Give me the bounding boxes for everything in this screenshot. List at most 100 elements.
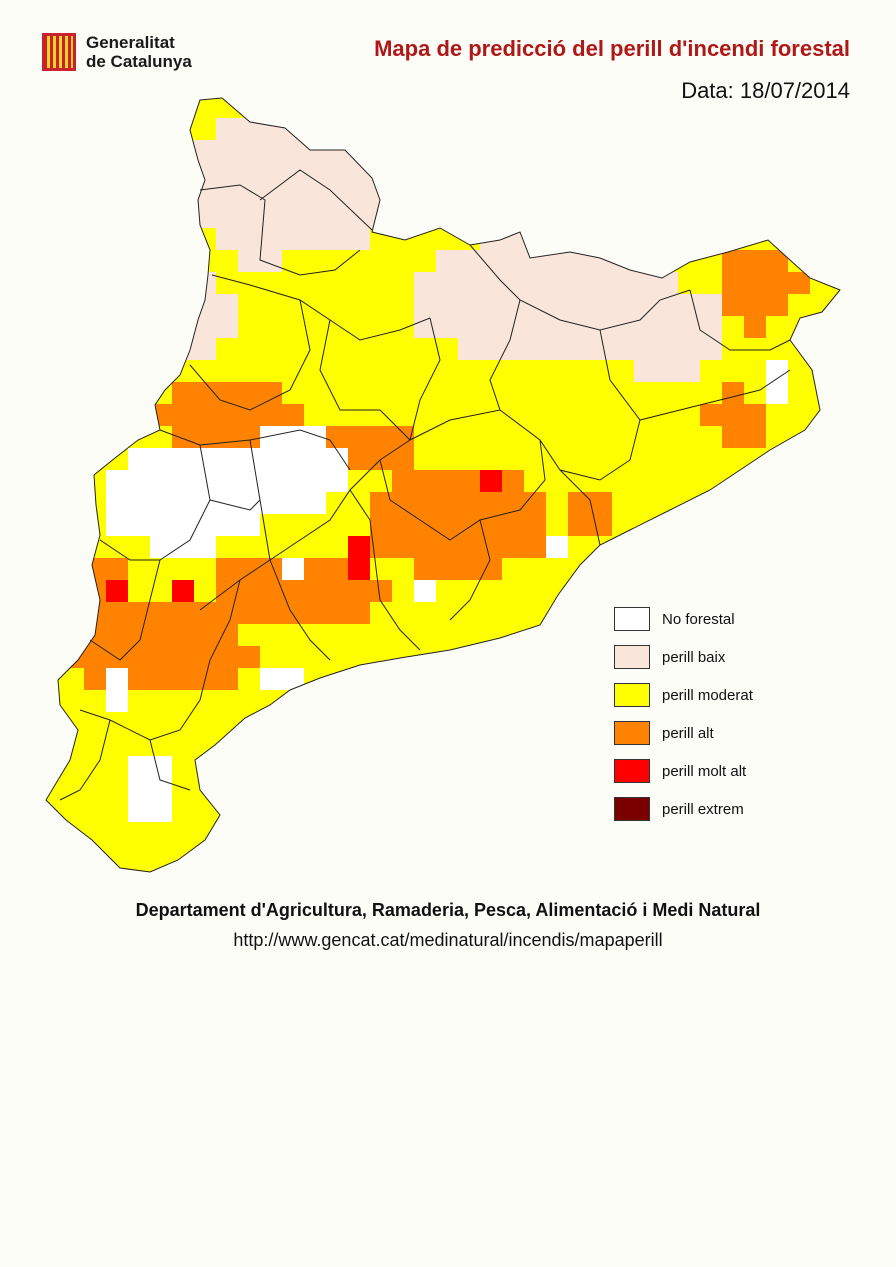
- danger-grid-cell: [436, 140, 458, 162]
- danger-grid-cell: [458, 624, 480, 646]
- danger-grid-cell: [546, 316, 568, 338]
- danger-grid-cell: [634, 536, 656, 558]
- danger-grid-cell: [216, 580, 238, 602]
- danger-grid-cell: [458, 206, 480, 228]
- danger-grid-cell: [62, 206, 84, 228]
- legend-label: perill extrem: [662, 800, 744, 818]
- danger-grid-cell: [546, 602, 568, 624]
- legend-label: perill alt: [662, 724, 714, 742]
- danger-grid-cell: [700, 360, 722, 382]
- danger-grid-cell: [216, 162, 238, 184]
- danger-grid-cell: [612, 206, 634, 228]
- danger-grid-cell: [172, 734, 194, 756]
- danger-grid-cell: [150, 536, 172, 558]
- danger-grid-cell: [150, 294, 172, 316]
- danger-grid-cell: [502, 800, 524, 822]
- danger-grid-cell: [84, 580, 106, 602]
- danger-grid-cell: [326, 602, 348, 624]
- danger-grid-cell: [62, 866, 84, 872]
- danger-grid-cell: [392, 866, 414, 872]
- danger-grid-cell: [304, 690, 326, 712]
- danger-grid-cell: [150, 580, 172, 602]
- danger-grid-cell: [458, 294, 480, 316]
- danger-grid-cell: [458, 272, 480, 294]
- danger-grid-cell: [766, 448, 788, 470]
- danger-grid-cell: [216, 118, 238, 140]
- danger-grid-cell: [238, 206, 260, 228]
- danger-grid-cell: [480, 580, 502, 602]
- danger-grid-cell: [524, 250, 546, 272]
- danger-grid-cell: [700, 558, 722, 580]
- danger-grid-cell: [590, 228, 612, 250]
- danger-grid-cell: [414, 338, 436, 360]
- danger-grid-cell: [810, 558, 832, 580]
- danger-grid-cell: [788, 668, 810, 690]
- danger-grid-cell: [128, 712, 150, 734]
- danger-grid-cell: [502, 206, 524, 228]
- danger-grid-cell: [392, 602, 414, 624]
- danger-grid-cell: [194, 426, 216, 448]
- danger-grid-cell: [568, 514, 590, 536]
- danger-grid-cell: [546, 866, 568, 872]
- danger-grid-cell: [546, 118, 568, 140]
- danger-grid-cell: [480, 316, 502, 338]
- danger-grid-cell: [238, 712, 260, 734]
- danger-grid-cell: [722, 140, 744, 162]
- danger-grid-cell: [744, 250, 766, 272]
- danger-grid-cell: [524, 272, 546, 294]
- danger-grid-cell: [480, 712, 502, 734]
- danger-grid-cell: [436, 360, 458, 382]
- danger-grid-cell: [84, 404, 106, 426]
- legend-label: No forestal: [662, 610, 735, 628]
- danger-grid-cell: [348, 580, 370, 602]
- danger-grid-cell: [832, 206, 840, 228]
- danger-grid-cell: [678, 866, 700, 872]
- danger-grid-cell: [810, 712, 832, 734]
- danger-grid-cell: [128, 866, 150, 872]
- danger-grid-cell: [546, 382, 568, 404]
- danger-grid-cell: [260, 294, 282, 316]
- danger-grid-cell: [216, 712, 238, 734]
- danger-grid-cell: [766, 470, 788, 492]
- danger-grid-cell: [744, 844, 766, 866]
- danger-grid-cell: [524, 162, 546, 184]
- danger-grid-cell: [216, 470, 238, 492]
- danger-grid-cell: [810, 118, 832, 140]
- danger-grid-cell: [414, 690, 436, 712]
- danger-grid-cell: [46, 206, 62, 228]
- danger-grid-cell: [62, 624, 84, 646]
- danger-grid-cell: [700, 294, 722, 316]
- danger-grid-cell: [216, 338, 238, 360]
- danger-grid-cell: [568, 316, 590, 338]
- danger-grid-cell: [84, 228, 106, 250]
- danger-grid-cell: [46, 624, 62, 646]
- danger-grid-cell: [744, 316, 766, 338]
- danger-grid-cell: [282, 734, 304, 756]
- danger-grid-cell: [436, 580, 458, 602]
- danger-grid-cell: [216, 844, 238, 866]
- danger-grid-cell: [46, 426, 62, 448]
- danger-grid-cell: [612, 228, 634, 250]
- danger-grid-cell: [392, 250, 414, 272]
- danger-grid-cell: [84, 646, 106, 668]
- danger-grid-cell: [524, 184, 546, 206]
- danger-grid-cell: [84, 734, 106, 756]
- danger-grid-cell: [282, 118, 304, 140]
- danger-grid-cell: [766, 712, 788, 734]
- danger-grid-cell: [480, 602, 502, 624]
- danger-grid-cell: [458, 602, 480, 624]
- danger-grid-cell: [612, 426, 634, 448]
- danger-grid-cell: [106, 294, 128, 316]
- danger-grid-cell: [392, 228, 414, 250]
- danger-grid-cell: [62, 492, 84, 514]
- danger-grid-cell: [546, 514, 568, 536]
- danger-grid-cell: [656, 118, 678, 140]
- danger-grid-cell: [634, 382, 656, 404]
- danger-grid-cell: [304, 536, 326, 558]
- danger-grid-cell: [810, 338, 832, 360]
- danger-grid-cell: [678, 294, 700, 316]
- danger-grid-cell: [788, 404, 810, 426]
- danger-grid-cell: [788, 866, 810, 872]
- danger-grid-cell: [150, 492, 172, 514]
